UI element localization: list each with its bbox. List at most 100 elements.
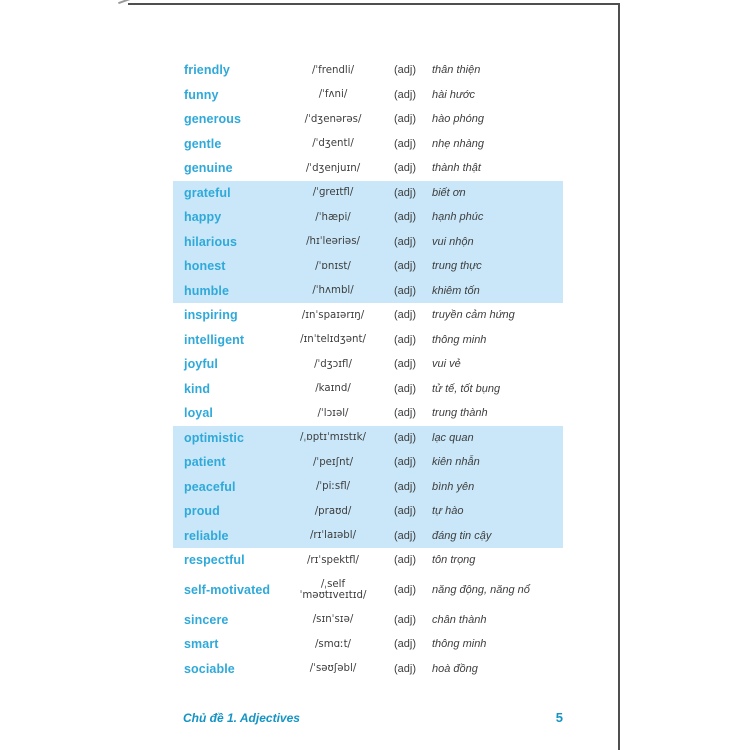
- table-row: friendly /ˈfrendli/ (adj) thân thiện: [173, 58, 563, 83]
- table-row: intelligent /ɪnˈtelɪdʒənt/ (adj) thông m…: [173, 328, 563, 353]
- meaning-cell: tôn trọng: [432, 554, 476, 567]
- ipa-cell: /ɪnˈtelɪdʒənt/: [300, 334, 366, 346]
- ipa-cell: /hɪˈleəriəs/: [306, 236, 360, 248]
- pos-cell: (adj): [393, 456, 416, 469]
- word-cell: reliable: [184, 528, 229, 543]
- table-row: loyal /ˈlɔɪəl/ (adj) trung thành: [173, 401, 563, 426]
- ipa-cell: /ˌɒptɪˈmɪstɪk/: [300, 432, 366, 444]
- pos-cell: (adj): [393, 88, 416, 101]
- table-row: kind /kaɪnd/ (adj) tử tế, tốt bụng: [173, 377, 563, 402]
- meaning-cell: bình yên: [432, 480, 475, 493]
- word-cell: generous: [184, 112, 242, 127]
- pos-cell: (adj): [393, 407, 416, 420]
- word-cell: self-motivated: [184, 583, 271, 597]
- meaning-cell: năng động, năng nổ: [432, 584, 530, 596]
- vocab-table: friendly /ˈfrendli/ (adj) thân thiện fun…: [173, 58, 563, 681]
- table-row: gentle /ˈdʒentl/ (adj) nhẹ nhàng: [173, 132, 563, 157]
- pos-cell: (adj): [393, 584, 416, 596]
- table-row: humble /ˈhʌmbl/ (adj) khiêm tốn: [173, 278, 563, 303]
- pos-cell: (adj): [393, 431, 416, 444]
- ipa-cell: /rɪˈlaɪəbl/: [309, 530, 357, 542]
- meaning-cell: hào phóng: [432, 113, 484, 126]
- table-row: reliable /rɪˈlaɪəbl/ (adj) đáng tin cậy: [173, 523, 563, 548]
- table-row: hilarious /hɪˈleəriəs/ (adj) vui nhộn: [173, 229, 563, 254]
- meaning-cell: truyền cảm hứng: [432, 309, 515, 322]
- table-row: respectful /rɪˈspektfl/ (adj) tôn trọng: [173, 548, 563, 573]
- ipa-cell: /ˈhʌmbl/: [312, 285, 354, 297]
- meaning-cell: nhẹ nhàng: [432, 137, 484, 150]
- pos-cell: (adj): [393, 529, 416, 542]
- ipa-cell: /ˌself ˈməʊtɪveɪtɪd/: [299, 579, 367, 601]
- pos-cell: (adj): [393, 186, 416, 199]
- ipa-cell: /praʊd/: [314, 505, 352, 517]
- meaning-cell: lạc quan: [432, 431, 474, 444]
- word-cell: humble: [184, 283, 230, 298]
- word-cell: funny: [184, 87, 219, 102]
- meaning-cell: thông minh: [432, 638, 487, 651]
- table-row: smart /smɑːt/ (adj) thông minh: [173, 632, 563, 657]
- pos-cell: (adj): [393, 162, 416, 175]
- ipa-cell: /ˈdʒenjuɪn/: [305, 162, 361, 174]
- ipa-cell: /ˈlɔɪəl/: [317, 407, 349, 419]
- table-row: grateful /ˈɡreɪtfl/ (adj) biết ơn: [173, 180, 563, 205]
- word-cell: gentle: [184, 136, 222, 151]
- word-cell: happy: [184, 210, 222, 225]
- page-top-edge: [128, 3, 619, 5]
- word-cell: respectful: [184, 553, 245, 568]
- table-row: sincere /sɪnˈsɪə/ (adj) chân thành: [173, 608, 563, 633]
- ipa-cell: /ɪnˈspaɪərɪŋ/: [301, 309, 365, 321]
- word-cell: honest: [184, 259, 226, 274]
- word-cell: sincere: [184, 612, 229, 627]
- ipa-cell: /ˈɡreɪtfl/: [312, 187, 354, 199]
- ipa-cell: /ˈdʒentl/: [312, 138, 354, 150]
- meaning-cell: vui nhộn: [432, 235, 474, 248]
- table-row: joyful /ˈdʒɔɪfl/ (adj) vui vẻ: [173, 352, 563, 377]
- page-right-edge: [618, 3, 620, 750]
- meaning-cell: hoà đồng: [432, 662, 478, 675]
- chapter-title: Chủ đề 1. Adjectives: [183, 710, 300, 725]
- pos-cell: (adj): [393, 113, 416, 126]
- pos-cell: (adj): [393, 333, 416, 346]
- ipa-cell: /kaɪnd/: [315, 383, 351, 395]
- meaning-cell: kiên nhẫn: [432, 456, 480, 469]
- ipa-cell: /ˈsəʊʃəbl/: [309, 663, 357, 675]
- word-cell: proud: [184, 504, 220, 519]
- meaning-cell: chân thành: [432, 613, 487, 626]
- word-cell: intelligent: [184, 332, 245, 347]
- table-row: sociable /ˈsəʊʃəbl/ (adj) hoà đồng: [173, 657, 563, 682]
- word-cell: genuine: [184, 161, 233, 176]
- ipa-cell: /ˈpiːsfl/: [315, 481, 351, 493]
- table-row: self-motivated /ˌself ˈməʊtɪveɪtɪd/ (adj)…: [173, 573, 563, 608]
- word-cell: patient: [184, 455, 226, 470]
- ipa-cell: /rɪˈspektfl/: [307, 554, 359, 566]
- page-number: 5: [555, 710, 563, 725]
- table-row: honest /ˈɒnɪst/ (adj) trung thực: [173, 254, 563, 279]
- word-cell: grateful: [184, 185, 231, 200]
- word-cell: optimistic: [184, 430, 245, 445]
- meaning-cell: trung thành: [432, 407, 488, 420]
- word-cell: hilarious: [184, 234, 237, 249]
- pos-cell: (adj): [393, 382, 416, 395]
- word-cell: joyful: [184, 357, 218, 372]
- meaning-cell: biết ơn: [432, 186, 466, 199]
- pos-cell: (adj): [393, 211, 416, 224]
- table-row: proud /praʊd/ (adj) tự hào: [173, 499, 563, 524]
- meaning-cell: trung thực: [432, 260, 482, 273]
- word-cell: smart: [184, 637, 219, 652]
- ipa-cell: /ˈhæpi/: [315, 211, 351, 223]
- pos-cell: (adj): [393, 137, 416, 150]
- meaning-cell: đáng tin cậy: [432, 529, 492, 542]
- pos-cell: (adj): [393, 480, 416, 493]
- meaning-cell: hài hước: [432, 88, 475, 101]
- ipa-cell: /ˈfrendli/: [311, 64, 355, 76]
- meaning-cell: thành thật: [432, 162, 481, 175]
- pos-cell: (adj): [393, 554, 416, 567]
- word-cell: inspiring: [184, 308, 238, 323]
- word-cell: kind: [184, 381, 211, 396]
- meaning-cell: hạnh phúc: [432, 211, 484, 224]
- ipa-cell: /ˈfʌni/: [318, 89, 348, 101]
- meaning-cell: vui vẻ: [432, 358, 461, 371]
- ipa-cell: /ˈdʒenərəs/: [304, 113, 362, 125]
- pos-cell: (adj): [393, 638, 416, 651]
